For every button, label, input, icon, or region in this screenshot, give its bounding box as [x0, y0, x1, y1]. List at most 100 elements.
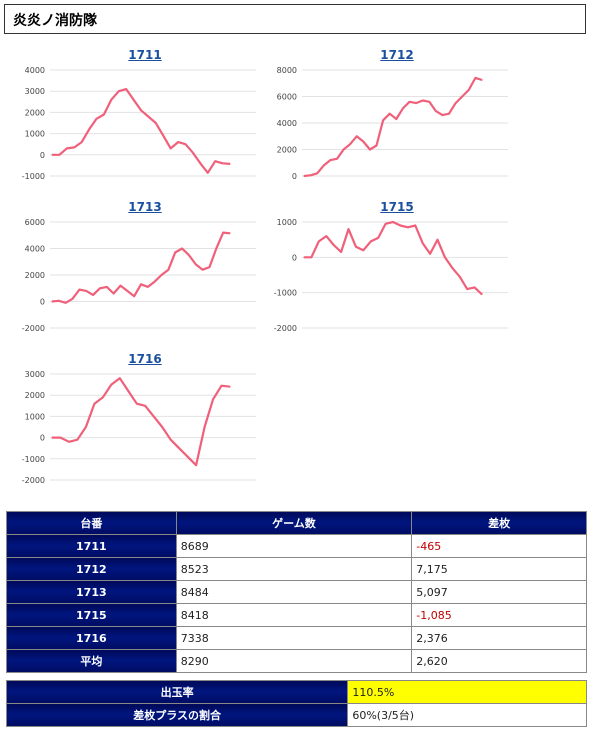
data-point — [154, 281, 156, 283]
row-label: 1713 — [6, 580, 177, 604]
table-row: 1713 8484 5,097 — [6, 580, 587, 604]
y-tick-label: 2000 — [25, 271, 45, 280]
y-tick-label: -1000 — [22, 172, 45, 181]
table-row: 1716 7338 2,376 — [6, 626, 587, 650]
row-label: 1711 — [6, 534, 177, 558]
page-title-box: 炎炎ノ消防隊 — [4, 4, 586, 34]
chart-title-link[interactable]: 1712 — [380, 48, 414, 62]
chart-title-link[interactable]: 1716 — [128, 352, 162, 366]
data-point — [429, 253, 431, 255]
data-point — [99, 287, 101, 289]
series-line — [52, 377, 231, 467]
data-point — [178, 447, 180, 449]
chart-1713: 1713 6000 4000 2000 0 -2000 — [20, 200, 270, 340]
y-tick-label: 4000 — [277, 119, 297, 128]
data-point — [51, 154, 53, 156]
data-point — [214, 160, 216, 162]
diff-cell: 5,097 — [411, 580, 587, 604]
diff-cell: -1,085 — [411, 603, 587, 627]
data-point — [220, 385, 223, 387]
y-tick-label: -2000 — [274, 324, 297, 333]
data-point — [103, 113, 105, 116]
data-point — [444, 256, 446, 258]
data-point — [402, 107, 404, 110]
data-point — [76, 439, 79, 441]
data-point — [127, 390, 129, 392]
data-point — [407, 226, 409, 228]
games-cell: 7338 — [175, 626, 413, 650]
row-label: 平均 — [6, 649, 177, 673]
data-point — [323, 164, 325, 166]
data-point — [347, 228, 350, 230]
data-point — [140, 283, 142, 285]
data-point — [144, 405, 146, 407]
data-point — [113, 292, 115, 295]
data-point — [147, 116, 150, 118]
data-point — [455, 102, 457, 104]
y-tick-label: 0 — [292, 172, 297, 181]
data-point — [474, 77, 477, 79]
data-point — [422, 242, 424, 244]
chart-plot: 6000 4000 2000 0 -2000 — [22, 218, 256, 333]
data-point — [202, 269, 204, 271]
chart-1715: 1715 1000 0 -1000 -2000 — [272, 200, 522, 340]
data-point — [389, 113, 391, 115]
y-tick-label: 2000 — [25, 391, 45, 400]
data-point — [375, 144, 378, 147]
data-point — [85, 426, 87, 428]
data-point — [119, 285, 122, 287]
diff-cell: 2,620 — [411, 649, 587, 673]
data-point — [466, 288, 468, 290]
y-tick-label: 6000 — [277, 93, 297, 102]
chart-1716: 1716 3000 2000 1000 0 -1000 -2000 — [20, 352, 270, 492]
data-point — [71, 298, 74, 300]
data-point — [88, 128, 90, 130]
data-point — [102, 396, 104, 398]
data-point — [155, 122, 157, 124]
data-point — [221, 162, 224, 164]
data-point — [399, 224, 402, 227]
y-tick-label: 2000 — [277, 146, 297, 155]
y-tick-label: 2000 — [25, 108, 45, 117]
chart-1712: 1712 8000 6000 4000 2000 0 — [272, 48, 522, 188]
data-point — [316, 172, 318, 174]
data-point — [318, 240, 320, 243]
y-tick-label: -1000 — [274, 289, 297, 298]
table-row-average: 平均 8290 2,620 — [6, 649, 587, 673]
data-point — [203, 426, 206, 428]
series-line — [52, 88, 231, 174]
data-point — [92, 294, 94, 296]
data-point — [369, 148, 371, 151]
data-point — [229, 232, 231, 234]
data-point — [422, 99, 424, 102]
data-point — [370, 240, 372, 243]
row-label: 1716 — [6, 626, 177, 650]
data-point — [303, 175, 305, 177]
data-point — [106, 286, 108, 288]
summary-table: 出玉率 110.5% 差枚プラスの割合 60%(3/5台) — [5, 680, 587, 727]
data-point — [126, 290, 128, 292]
data-point — [207, 172, 209, 174]
chart-plot: 8000 6000 4000 2000 0 — [277, 66, 508, 181]
data-point — [78, 288, 80, 291]
data-point — [59, 437, 62, 439]
y-tick-label: 0 — [40, 434, 45, 443]
games-cell: 8418 — [175, 603, 413, 627]
y-tick-label: 0 — [40, 298, 45, 307]
chart-plot: 4000 3000 2000 1000 0 -1000 — [22, 66, 256, 181]
data-point — [408, 101, 411, 103]
table-row: 1715 8418 -1,085 — [6, 603, 587, 627]
data-point — [441, 114, 444, 116]
y-tick-label: 4000 — [25, 66, 45, 75]
data-point — [161, 426, 163, 428]
data-point — [68, 441, 70, 443]
data-point — [133, 295, 135, 297]
chart-title-link[interactable]: 1713 — [128, 200, 162, 214]
chart-title-link[interactable]: 1715 — [380, 200, 414, 214]
col-header: 台番 — [6, 511, 177, 535]
data-point — [428, 101, 430, 103]
data-point — [340, 251, 342, 253]
chart-title-link[interactable]: 1711 — [128, 48, 162, 62]
y-tick-label: 6000 — [25, 218, 45, 227]
y-tick-label: 1000 — [25, 130, 45, 139]
